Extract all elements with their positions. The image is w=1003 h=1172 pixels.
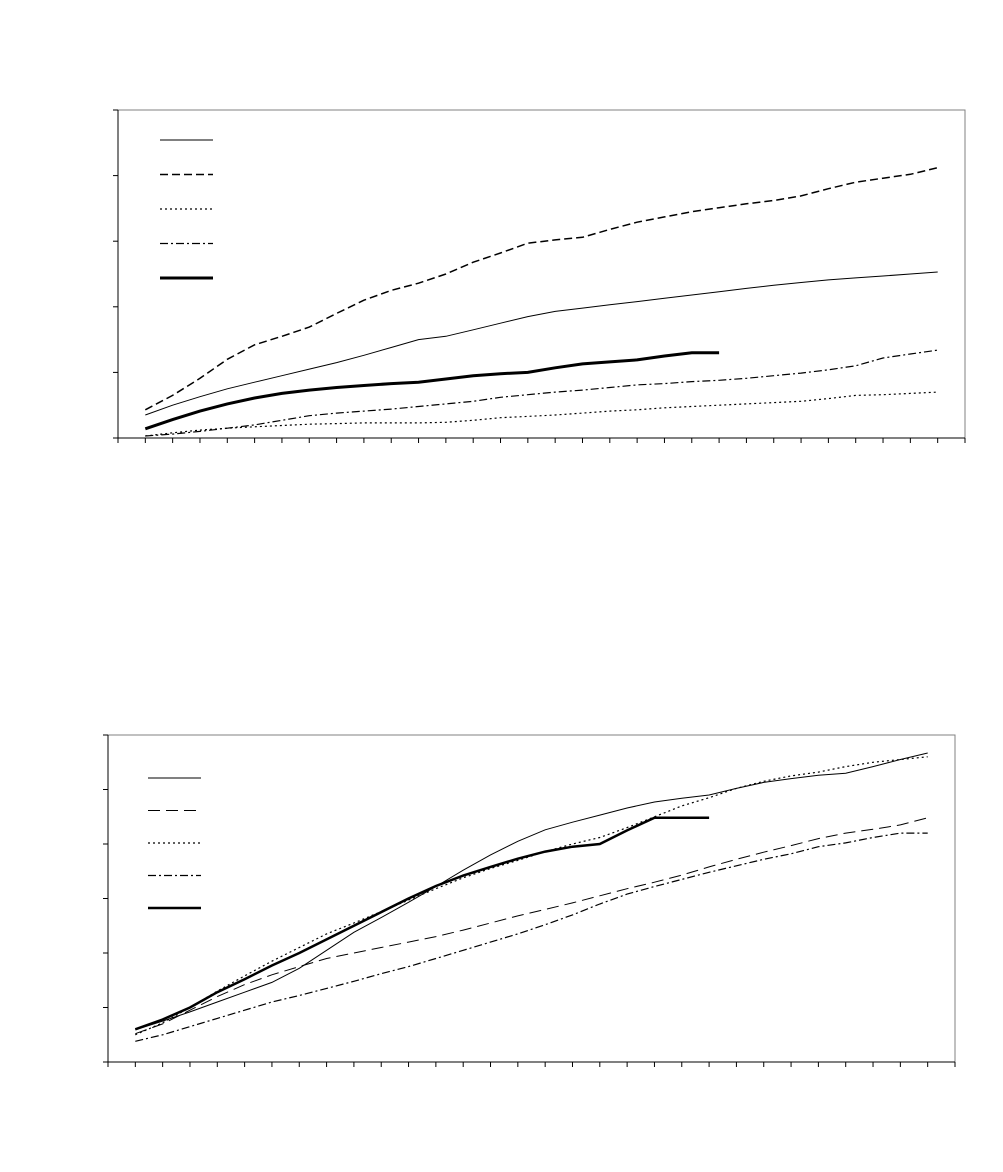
series-line (144, 166, 938, 411)
series-line (144, 351, 720, 431)
series-line (135, 817, 928, 1035)
series-line (135, 832, 928, 1042)
series-line (145, 349, 938, 437)
series-line (134, 816, 710, 1031)
plot-frame (117, 109, 966, 439)
series-line (145, 271, 938, 416)
series-line (145, 391, 938, 437)
series-line (135, 752, 928, 1031)
series-line (135, 756, 928, 1036)
